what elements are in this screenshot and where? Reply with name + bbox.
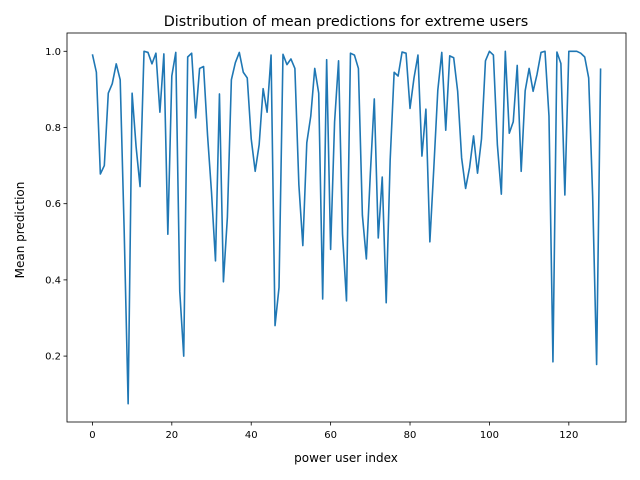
axes-frame (66, 32, 627, 423)
series-line (91, 50, 602, 405)
y-tick-label: 0.2 (45, 352, 61, 363)
x-tick-label: 40 (245, 430, 258, 441)
x-tick-label: 80 (404, 430, 417, 441)
x-tick-label: 60 (324, 430, 337, 441)
y-tick-label: 0.8 (45, 123, 61, 134)
x-tick-label: 120 (559, 430, 578, 441)
y-tick-label: 0.6 (45, 199, 61, 210)
chart-title: Distribution of mean predictions for ext… (164, 14, 529, 30)
y-tick-label: 0.4 (45, 275, 61, 286)
y-axis-label: Mean prediction (13, 182, 27, 279)
x-tick-label: 0 (89, 430, 95, 441)
x-tick-label: 100 (480, 430, 499, 441)
x-axis-label: power user index (294, 451, 398, 465)
x-tick-label: 20 (165, 430, 178, 441)
y-tick-label: 1.0 (45, 47, 61, 58)
plot-area: 0 20 40 60 80 100 120 0.2 0.4 0.6 0.8 1.0 (45, 32, 627, 441)
